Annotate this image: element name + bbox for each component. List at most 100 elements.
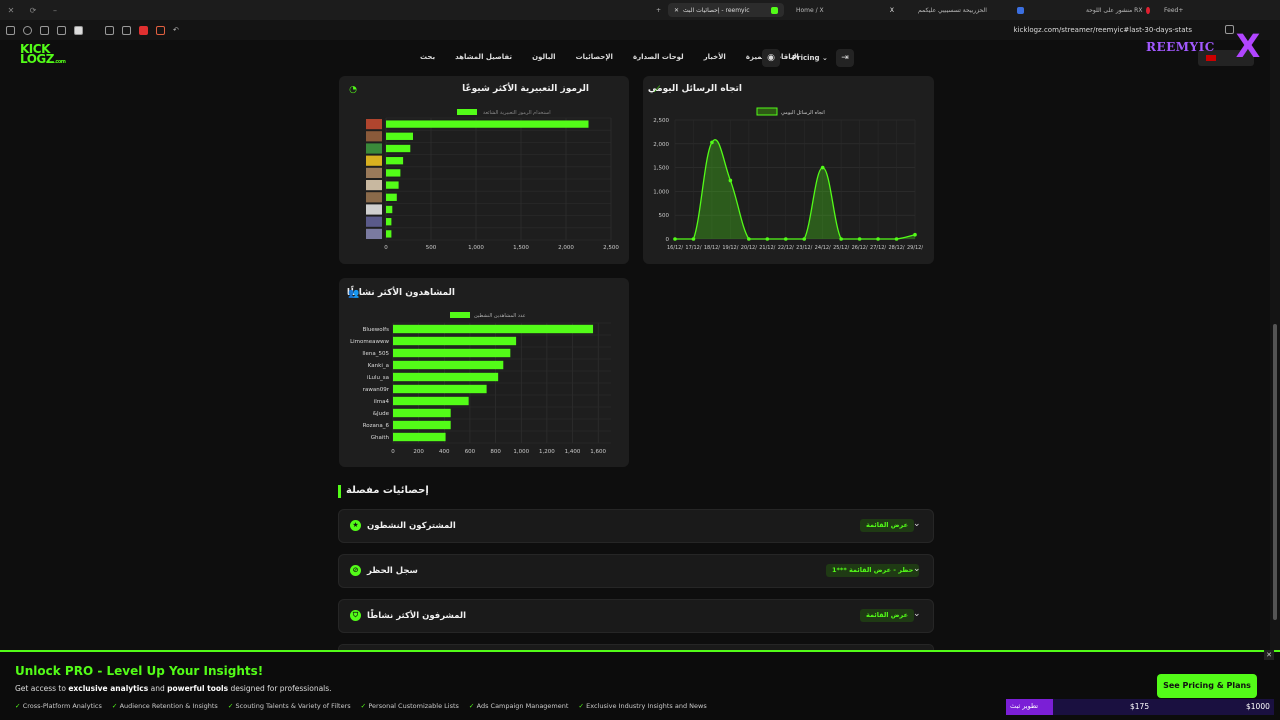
kicklogz-logo[interactable]: KICK LOGZ.com	[20, 42, 66, 66]
see-pricing-button[interactable]: See Pricing & Plans	[1157, 674, 1257, 698]
screenshot-icon[interactable]	[105, 25, 114, 35]
feature-item: Audience Retention & Insights	[112, 702, 218, 710]
tab-stats[interactable]: ✕ إحصائيات البث - reemyic	[668, 3, 784, 17]
emoji-bar	[386, 169, 401, 177]
pinterest-favicon-icon	[1146, 6, 1150, 14]
donation-goal-bar: تطوير ثبث $175 $1000	[1006, 699, 1274, 715]
nav-viewer-details[interactable]: تفاصيل المشاهد	[455, 53, 513, 61]
site-navbar: KICK LOGZ.com بحث تفاصيل المشاهد البالون…	[0, 40, 1270, 76]
x-tick-label: 600	[465, 449, 476, 455]
category-label: rawan09r	[363, 387, 390, 393]
legend-swatch	[450, 312, 470, 318]
addon-orange-icon[interactable]	[156, 25, 165, 35]
menu-icon[interactable]	[6, 25, 15, 35]
messages-area	[675, 139, 915, 239]
nav-leaderboards[interactable]: لوحات الصدارة	[632, 53, 684, 61]
line-chart-icon: ⟋	[653, 85, 661, 95]
x-tick-label: 24/12/	[815, 245, 831, 251]
pricing-menu[interactable]: Pricing ⌄	[792, 54, 828, 62]
x-tick-label: 0	[384, 245, 388, 251]
pro-headline: Unlock PRO - Level Up Your Insights!	[15, 664, 264, 678]
window-restore-icon[interactable]: ⟳	[29, 5, 37, 15]
addon-red-icon[interactable]	[139, 25, 148, 35]
data-point	[728, 178, 733, 183]
view-list-badge[interactable]: عرض القائمة	[860, 519, 915, 532]
view-list-badge[interactable]: عرض القائمة	[860, 609, 915, 622]
x-tick-label: 1,400	[565, 449, 581, 455]
feature-item: Ads Campaign Management	[469, 702, 569, 710]
emoji-thumbnail	[366, 204, 382, 215]
tab-third[interactable]: الحزربيحة تسسيبيي عليكمم	[912, 3, 1030, 17]
language-selector[interactable]	[1198, 50, 1254, 66]
address-bar[interactable]: kicklogz.com/streamer/reemyic#last-30-da…	[1013, 26, 1192, 34]
nav-news[interactable]: الأخبار	[703, 53, 726, 61]
shield-icon[interactable]	[23, 25, 32, 35]
ban-icon: ⊘	[350, 565, 361, 576]
category-label: Kanki_a	[368, 363, 389, 369]
feature-item: Cross-Platform Analytics	[15, 702, 102, 710]
tab-pinterest[interactable]: منشور على اللوحة RX	[1080, 3, 1156, 17]
pie-chart-icon: ◔	[349, 85, 357, 95]
browser-toolbar: ↶ kicklogz.com/streamer/reemyic#last-30-…	[0, 20, 1280, 40]
accordion-ban-log[interactable]: ⊘ سجل الحظر حظر - عرض القائمة ***1 ⌄	[338, 554, 934, 588]
accordion-top-moderators[interactable]: ⛉ المشرفون الأكثر نشاطًا عرض القائمة ⌄	[338, 599, 934, 633]
nav-search[interactable]: بحث	[420, 53, 436, 61]
view-list-badge[interactable]: حظر - عرض القائمة ***1	[826, 564, 920, 577]
tab-feed[interactable]: Feed+	[1164, 6, 1184, 14]
close-icon[interactable]: ✕	[1264, 650, 1274, 660]
shield-icon: ⛉	[350, 610, 361, 621]
window-close-icon[interactable]: ✕	[7, 5, 15, 15]
category-label: Ilena_505	[362, 351, 389, 357]
data-point	[913, 232, 917, 237]
data-point	[857, 237, 862, 241]
login-icon[interactable]: ⇥	[836, 49, 854, 67]
emoji-bar	[386, 205, 393, 214]
feature-item: Exclusive Industry Insights and News	[578, 702, 707, 710]
data-point	[876, 237, 880, 241]
accordion-active-subscribers[interactable]: ★ المشتركون النشطون عرض القائمة ⌄	[338, 509, 934, 543]
y-tick-label: 2,000	[653, 142, 669, 148]
messages-card-title: اتجاه الرسائل اليومي	[647, 84, 742, 94]
x-tick-label: 16/12/	[667, 245, 683, 251]
x-tick-label: 26/12/	[852, 245, 868, 251]
chevron-down-icon: ⌄	[821, 54, 828, 62]
chevron-down-icon[interactable]: ⌄	[913, 564, 921, 574]
viewer-bar	[393, 336, 517, 346]
data-point	[691, 237, 696, 241]
nav-statistics[interactable]: الإحصائيات	[575, 53, 613, 61]
chat-icon[interactable]	[122, 25, 131, 35]
x-tick-label: 1,500	[513, 245, 529, 251]
viewers-chart: عدد المشاهدين النشطين Bluewolfs Limomeaww…	[350, 312, 611, 455]
new-tab-button[interactable]: +	[656, 6, 662, 14]
scrollbar-thumb[interactable]	[1273, 324, 1277, 620]
x-tick-label: 0	[391, 449, 395, 455]
tab-close-icon[interactable]: ✕	[674, 6, 680, 14]
discord-icon[interactable]: ◉	[762, 49, 780, 67]
viewer-bar	[393, 420, 451, 430]
sidebar-icon[interactable]	[74, 25, 83, 35]
y-tick-label: 2,500	[653, 118, 669, 124]
viewer-bar	[393, 372, 499, 382]
x-tick-label: 1,000	[468, 245, 484, 251]
nav-balloon[interactable]: البالون	[532, 53, 556, 61]
emoji-bar	[386, 181, 399, 189]
x-tick-label: 19/12/	[722, 245, 738, 251]
extension-icon[interactable]	[40, 25, 49, 35]
chevron-down-icon[interactable]: ⌄	[913, 519, 921, 529]
viewer-bar	[393, 432, 446, 442]
window-minimize-icon[interactable]: –	[53, 5, 57, 15]
x-logo-icon: X	[1235, 27, 1261, 65]
data-point	[747, 237, 751, 241]
flag-icon	[1206, 55, 1216, 61]
messages-trend-card: اتجاه الرسائل اليومي ⟋ اتجاه الرسائل الي…	[643, 76, 934, 264]
x-tick-label: 28/12/	[888, 245, 904, 251]
tabs-icon[interactable]	[57, 25, 66, 35]
donation-progress-fill	[1006, 699, 1053, 715]
x-tick-label: 800	[490, 449, 501, 455]
bookmark-icon[interactable]	[1225, 25, 1234, 34]
tab-x-home[interactable]: Home / X X	[796, 6, 894, 14]
chevron-down-icon[interactable]: ⌄	[913, 609, 921, 619]
x-tick-label: 1,200	[539, 449, 555, 455]
y-tick-label: 0	[666, 237, 670, 243]
back-icon[interactable]: ↶	[173, 25, 179, 34]
